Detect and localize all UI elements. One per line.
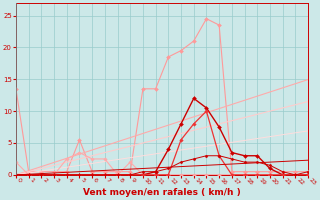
- X-axis label: Vent moyen/en rafales ( km/h ): Vent moyen/en rafales ( km/h ): [83, 188, 241, 197]
